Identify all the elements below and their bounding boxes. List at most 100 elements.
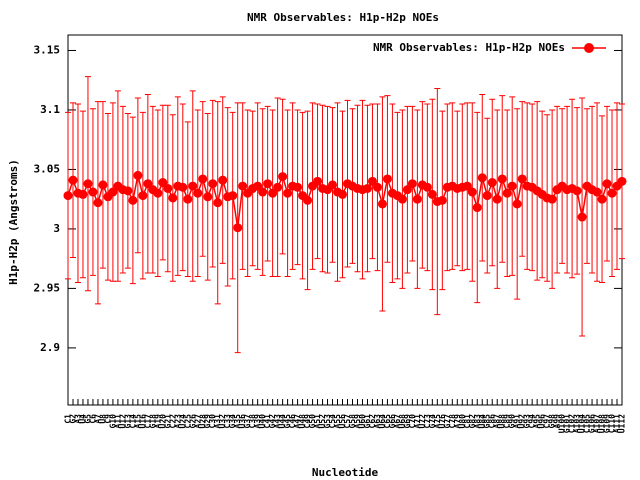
x-tick-label: U36	[238, 414, 247, 429]
marker	[502, 188, 512, 198]
marker	[547, 194, 557, 204]
x-tick-label: G45	[283, 414, 292, 429]
marker	[273, 182, 283, 192]
marker	[238, 181, 248, 191]
x-tick-label: C38	[248, 414, 257, 429]
x-tick-label: U12	[118, 414, 127, 429]
x-tick-label: C46	[288, 414, 297, 429]
marker	[482, 191, 492, 201]
x-tick-label: U84	[478, 414, 487, 429]
x-tick-label: U60	[358, 414, 367, 429]
y-tick-label: 3.05	[34, 162, 61, 175]
x-tick-label: A7	[93, 414, 102, 424]
x-tick-label: U88	[498, 414, 507, 429]
x-tick-label: G26	[188, 414, 197, 429]
marker	[607, 188, 617, 198]
x-tick-label: A63	[373, 414, 382, 429]
x-axis-label: Nucleotide	[312, 466, 379, 479]
x-tick-label: U76	[438, 414, 447, 429]
marker	[412, 194, 422, 204]
x-tick-label: U28	[198, 414, 207, 429]
x-tick-label: G42	[268, 414, 277, 429]
x-tick-label: G69	[403, 414, 412, 429]
x-tick-label: A15	[133, 414, 142, 429]
x-tick-label: C97	[543, 414, 552, 429]
marker	[517, 174, 527, 184]
marker	[467, 187, 477, 197]
x-tick-label: G37	[243, 414, 252, 429]
marker	[472, 203, 482, 213]
marker	[133, 170, 143, 180]
x-tick-label: U40	[258, 414, 267, 429]
marker	[427, 189, 437, 199]
marker	[577, 212, 587, 222]
x-tick-label: U20	[158, 414, 167, 429]
x-tick-label: U100	[558, 414, 567, 433]
x-tick-label: G61	[363, 414, 372, 429]
marker	[98, 180, 108, 190]
marker	[437, 195, 447, 205]
marker	[183, 194, 193, 204]
y-tick-label: 3	[53, 222, 60, 235]
x-tick-label: G109	[603, 414, 612, 433]
x-tick-label: A71	[413, 414, 422, 429]
marker	[382, 174, 392, 184]
legend-label: NMR Observables: H1p-H2p NOEs	[373, 41, 565, 54]
marker	[153, 188, 163, 198]
marker	[497, 174, 507, 184]
y-tick-label: 2.9	[40, 341, 60, 354]
marker	[83, 179, 93, 189]
x-tick-label: C41	[263, 414, 272, 429]
x-tick-label: G106	[588, 414, 597, 433]
x-tick-label: A67	[393, 414, 402, 429]
x-tick-label: U112	[618, 414, 627, 433]
x-tick-label: C22	[168, 414, 177, 429]
marker	[372, 182, 382, 192]
x-tick-label: A107	[593, 414, 602, 433]
x-tick-label: C70	[408, 414, 417, 429]
x-tick-label: A103	[573, 414, 582, 433]
x-tick-label: A99	[553, 414, 562, 429]
x-tick-label: G18	[148, 414, 157, 429]
x-tick-label: A55	[333, 414, 342, 429]
marker	[193, 188, 203, 198]
x-tick-label: A75	[433, 414, 442, 429]
x-tick-label: C105	[583, 414, 592, 433]
x-tick-label: C78	[448, 414, 457, 429]
marker	[492, 194, 502, 204]
marker	[487, 178, 497, 188]
x-tick-label: A11	[113, 414, 122, 429]
legend-marker	[584, 43, 594, 53]
x-tick-label: G34	[228, 414, 237, 429]
x-tick-label: A43	[273, 414, 282, 429]
x-tick-label: U64	[378, 414, 387, 429]
y-tick-label: 3.15	[34, 43, 61, 56]
marker	[592, 187, 602, 197]
marker	[68, 175, 78, 185]
marker	[63, 191, 73, 201]
marker	[123, 186, 133, 196]
x-tick-label: C33	[223, 414, 232, 429]
marker	[198, 174, 208, 184]
marker	[78, 189, 88, 199]
x-tick-label: A35	[233, 414, 242, 429]
y-tick-label: 2.95	[34, 281, 61, 294]
marker	[233, 223, 243, 233]
x-tick-label: C1	[64, 414, 73, 424]
x-tick-label: G21	[163, 414, 172, 429]
marker	[218, 175, 228, 185]
x-tick-label: C25	[183, 414, 192, 429]
y-axis-label: H1p-H2p (Angstroms)	[7, 159, 20, 285]
x-tick-label: C9	[103, 414, 112, 424]
x-tick-label: A59	[353, 414, 362, 429]
marker	[597, 194, 607, 204]
marker	[93, 198, 103, 208]
x-tick-label: G77	[443, 414, 452, 429]
x-tick-label: G58	[348, 414, 357, 429]
marker	[512, 199, 522, 209]
x-tick-label: U80	[458, 414, 467, 429]
marker	[377, 199, 387, 209]
x-tick-label: C89	[503, 414, 512, 429]
marker	[268, 188, 278, 198]
